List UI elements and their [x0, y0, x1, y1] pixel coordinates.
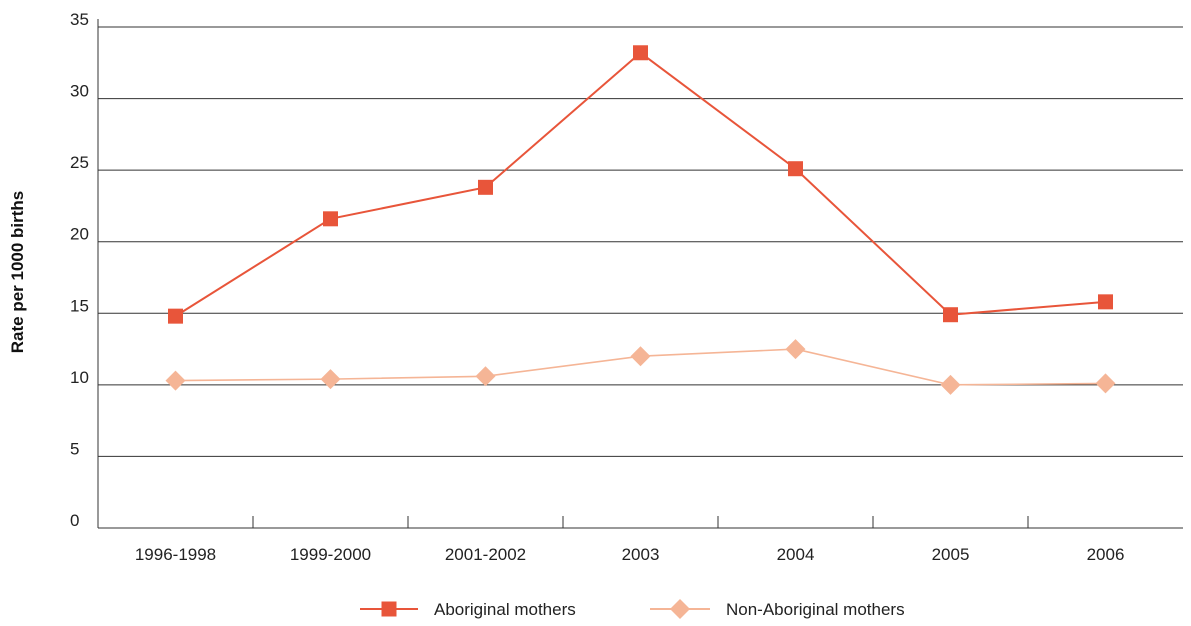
series-1 [168, 45, 1113, 324]
y-tick-label: 30 [70, 82, 89, 101]
y-tick-label: 20 [70, 225, 89, 244]
x-axis: 1996-1998 1999-2000 2001-2002 2003 2004 2005 2… [98, 516, 1183, 564]
series-line [174, 51, 1106, 317]
data-point [1095, 373, 1116, 394]
data-point [940, 374, 961, 395]
legend-label: Non-Aboriginal mothers [726, 600, 905, 619]
y-tick-label: 10 [70, 368, 89, 387]
x-tick-label: 2004 [777, 545, 815, 564]
data-point [788, 161, 803, 177]
x-tick-label: 1999-2000 [290, 545, 371, 564]
y-tick-label: 15 [70, 296, 89, 315]
x-tick-label: 2005 [932, 545, 970, 564]
legend-marker [670, 599, 690, 619]
legend: Aboriginal mothers Non-Aboriginal mothers [360, 599, 905, 619]
x-tick-label: 2006 [1087, 545, 1125, 564]
data-point [1098, 294, 1113, 310]
x-tick-label: 2003 [622, 545, 660, 564]
series-2 [165, 339, 1116, 395]
y-tick-label: 25 [70, 153, 89, 172]
data-point [943, 307, 958, 323]
y-tick-label: 35 [70, 10, 89, 29]
y-axis-title: Rate per 1000 births [8, 191, 27, 354]
data-point [785, 339, 806, 360]
y-axis: 0 5 10 15 20 25 30 35 [70, 10, 99, 530]
data-point [320, 369, 341, 390]
data-point [633, 45, 648, 61]
data-point [323, 211, 338, 227]
data-point [478, 179, 493, 195]
data-point [475, 366, 496, 387]
y-tick-label: 0 [70, 511, 79, 530]
series-layer [165, 45, 1116, 395]
legend-item-1: Aboriginal mothers [360, 600, 576, 619]
data-point [630, 346, 651, 367]
x-tick-label: 1996-1998 [135, 545, 216, 564]
legend-marker [381, 601, 397, 617]
x-tick-label: 2001-2002 [445, 545, 526, 564]
y-tick-label: 5 [70, 439, 79, 458]
data-point [165, 370, 186, 391]
legend-item-2: Non-Aboriginal mothers [650, 599, 905, 619]
data-point [168, 308, 183, 324]
gridlines [98, 26, 1183, 457]
legend-label: Aboriginal mothers [434, 600, 576, 619]
